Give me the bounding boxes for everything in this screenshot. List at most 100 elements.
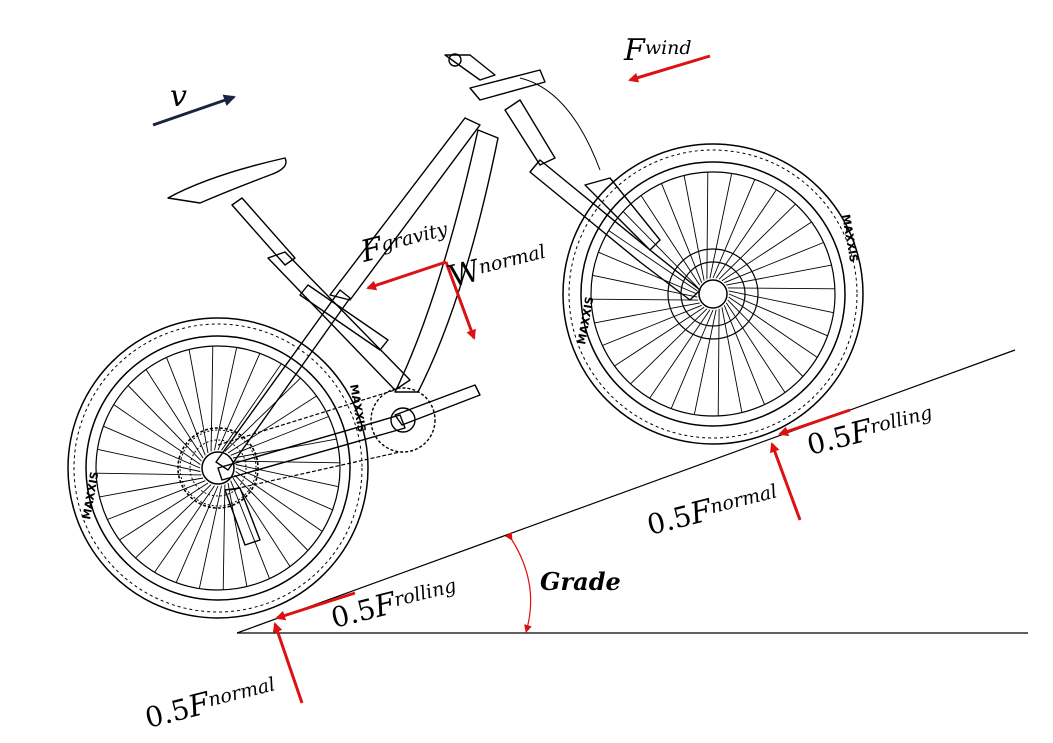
crank-arm <box>394 384 481 426</box>
gravity-label: Fgravity <box>356 214 452 270</box>
spoke <box>97 448 201 472</box>
normal-front-label: 0.5Fnormal <box>643 476 781 542</box>
front-disc-rotor <box>667 248 759 340</box>
spoke <box>728 293 828 337</box>
spoke <box>724 242 824 284</box>
spoke <box>235 464 339 488</box>
spoke <box>693 309 717 415</box>
spoke <box>598 251 698 295</box>
gravity-force: Fgravity Wnormal <box>356 214 550 340</box>
spoke <box>222 484 226 590</box>
spoke <box>235 467 333 511</box>
weight-normal-arrow <box>444 261 476 340</box>
spoke <box>127 385 202 462</box>
spoke <box>99 477 204 498</box>
handlebar <box>444 54 496 81</box>
normal-rear-arrow <box>272 622 304 704</box>
spoke <box>723 305 765 405</box>
velocity-arrow <box>152 94 236 127</box>
chain <box>217 389 401 491</box>
spoke <box>145 369 204 459</box>
spoke <box>217 353 261 451</box>
spoke <box>107 480 206 520</box>
grade-label: Grade <box>540 567 621 596</box>
spoke <box>630 308 708 385</box>
spoke <box>230 480 270 579</box>
spoke <box>727 299 804 377</box>
spoke <box>602 304 702 346</box>
spoke <box>608 230 698 292</box>
spoke <box>709 173 733 279</box>
spoke <box>721 221 812 282</box>
spoke <box>725 302 786 393</box>
rear-shock <box>299 284 389 351</box>
velocity-vector: v <box>152 79 236 127</box>
spoke <box>715 189 777 279</box>
front-contact-forces: 0.5Frolling 0.5Fnormal <box>643 398 936 542</box>
spoke <box>706 172 709 280</box>
rolling-rear-label: 0.5Frolling <box>327 571 460 636</box>
spoke <box>119 482 209 541</box>
spoke <box>113 404 201 465</box>
svg-text:MAXXIS: MAXXIS <box>575 295 596 345</box>
spoke <box>188 349 209 454</box>
derailleur <box>224 487 261 546</box>
spoke <box>594 302 700 324</box>
rolling-rear-arrow <box>275 591 356 621</box>
seatpost <box>231 197 296 266</box>
rear-wheel <box>67 317 369 619</box>
spoke <box>721 307 743 413</box>
spoke <box>227 395 317 454</box>
spoke <box>717 308 720 416</box>
down-tube <box>394 129 499 393</box>
ground <box>236 349 1028 634</box>
spoke <box>214 347 238 451</box>
spoke <box>235 471 323 532</box>
fork-lower <box>584 177 661 251</box>
seatstay <box>215 289 351 471</box>
spoke <box>234 474 309 551</box>
seat-tube <box>267 251 411 391</box>
spoke <box>726 264 832 286</box>
spoke <box>670 309 714 409</box>
rolling-front-arrow <box>778 408 851 437</box>
spoke <box>727 287 835 290</box>
head-tube <box>504 99 556 166</box>
spoke <box>166 357 206 456</box>
normal-front-arrow <box>770 442 802 521</box>
spoke <box>221 363 282 451</box>
top-tube <box>329 117 481 301</box>
cassette <box>177 427 259 509</box>
svg-text:MAXXIS: MAXXIS <box>80 470 101 520</box>
rear-spokes <box>96 346 340 590</box>
spoke <box>154 485 215 573</box>
svg-text:MAXXIS: MAXXIS <box>839 213 860 263</box>
spoke <box>640 195 701 286</box>
rear-contact-forces: 0.5Frolling 0.5Fnormal <box>141 571 460 735</box>
spoke <box>227 482 248 587</box>
spoke <box>718 203 796 280</box>
spoke <box>135 484 212 559</box>
spoke <box>649 309 711 399</box>
rolling-front-label: 0.5Frolling <box>803 398 936 463</box>
wind-force: Fwind <box>623 33 711 83</box>
spoke <box>728 296 818 358</box>
chainring <box>370 387 436 453</box>
spoke <box>224 377 301 452</box>
grade-angle-arc <box>504 531 532 633</box>
stem <box>469 69 546 101</box>
spoke <box>103 425 201 469</box>
spoke <box>712 179 756 279</box>
chainstay <box>217 414 406 481</box>
spoke <box>591 298 699 301</box>
normal-rear-label: 0.5Fnormal <box>141 669 279 735</box>
spoke <box>230 416 329 456</box>
spoke <box>198 485 222 589</box>
spoke <box>96 472 202 476</box>
spoke <box>175 485 219 583</box>
weight-normal-label: Wnormal <box>445 237 550 295</box>
wind-label: Fwind <box>623 33 692 68</box>
wind-arrow <box>628 54 711 83</box>
velocity-label: v <box>170 79 187 114</box>
